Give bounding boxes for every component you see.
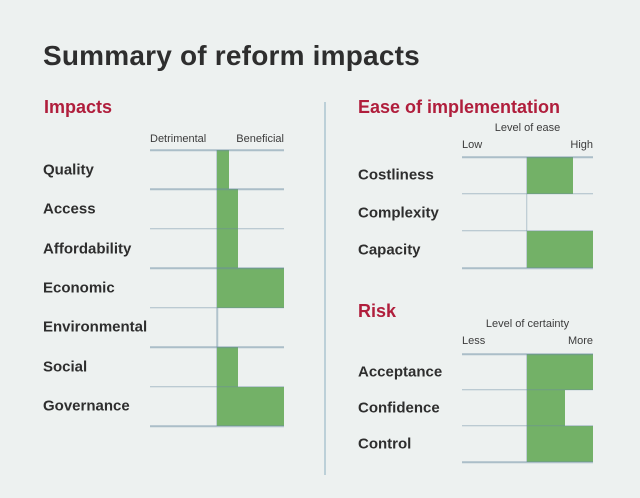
scale-left-label-less: Less [462,335,486,347]
risk-scale-row: Less More [462,335,593,347]
scale-right-label-beneficial: Beneficial [236,133,284,145]
category-label-confidence: Confidence [358,399,440,417]
risk-scale-title: Level of certainty [485,318,570,330]
category-label-governance: Governance [43,397,130,415]
impacts-category-labels: Quality Access Affordability Economic Enviro… [43,150,148,426]
column-divider [324,102,326,475]
ease-category-labels: Costliness Complexity Capacity [358,157,460,268]
page-title: Summary of reform impacts [43,40,420,71]
category-label-capacity: Capacity [358,241,421,258]
impacts-grid-line [150,385,284,388]
bar-quality [217,150,230,190]
section-heading-ease: Ease of implementation [358,97,561,117]
ease-grid-line [462,267,593,269]
category-label-control: Control [358,435,412,453]
bar-affordability [217,228,239,269]
category-label-affordability: Affordability [43,240,132,258]
scale-right-label-high: High [570,139,593,151]
impacts-plot [150,149,284,427]
risk-grid-line [462,461,593,463]
ease-grid-line [462,230,593,232]
category-label-complexity: Complexity [358,204,439,221]
bar-capacity [526,230,593,268]
category-label-acceptance: Acceptance [358,363,443,381]
ease-scale-title: Level of ease [494,122,561,134]
category-label-costliness: Costliness [358,166,434,184]
impacts-grid-line [150,149,284,151]
scale-left-label-low: Low [462,139,483,151]
ease-grid-line [462,193,593,195]
section-heading-impacts: Impacts [44,97,113,117]
ease-baseline-axis [525,157,528,268]
scale-right-label-more: More [567,335,593,347]
ease-grid-line [462,156,593,158]
risk-grid-line [462,425,593,427]
category-label-quality: Quality [43,161,94,179]
scale-left-label-detrimental: Detrimental [150,133,207,145]
risk-grid-line [462,389,593,391]
ease-plot [462,156,593,269]
category-label-access: Access [43,200,96,218]
bar-economic [217,268,284,308]
bar-access [217,189,239,229]
bar-costliness [526,157,574,194]
ease-scale-row: Low High [462,139,593,151]
bar-control [526,425,593,462]
impacts-grid-line [150,228,284,230]
bar-confidence [526,389,566,426]
bar-governance [217,386,284,426]
category-label-social: Social [43,358,88,376]
risk-category-labels: Acceptance Confidence Control [358,354,460,462]
impacts-scale-row: Detrimental Beneficial [150,133,284,145]
category-label-economic: Economic [43,279,115,297]
bar-social [217,347,239,387]
impacts-grid-line [150,267,284,270]
impacts-grid-line [150,425,284,427]
impacts-grid-line [150,306,284,309]
impacts-grid-line [150,188,284,191]
risk-plot [462,353,593,463]
impacts-grid-line [150,346,284,348]
category-label-environmental: Environmental [43,318,148,336]
risk-grid-line [462,353,593,355]
section-heading-risk: Risk [358,301,397,321]
bar-acceptance [526,354,593,390]
